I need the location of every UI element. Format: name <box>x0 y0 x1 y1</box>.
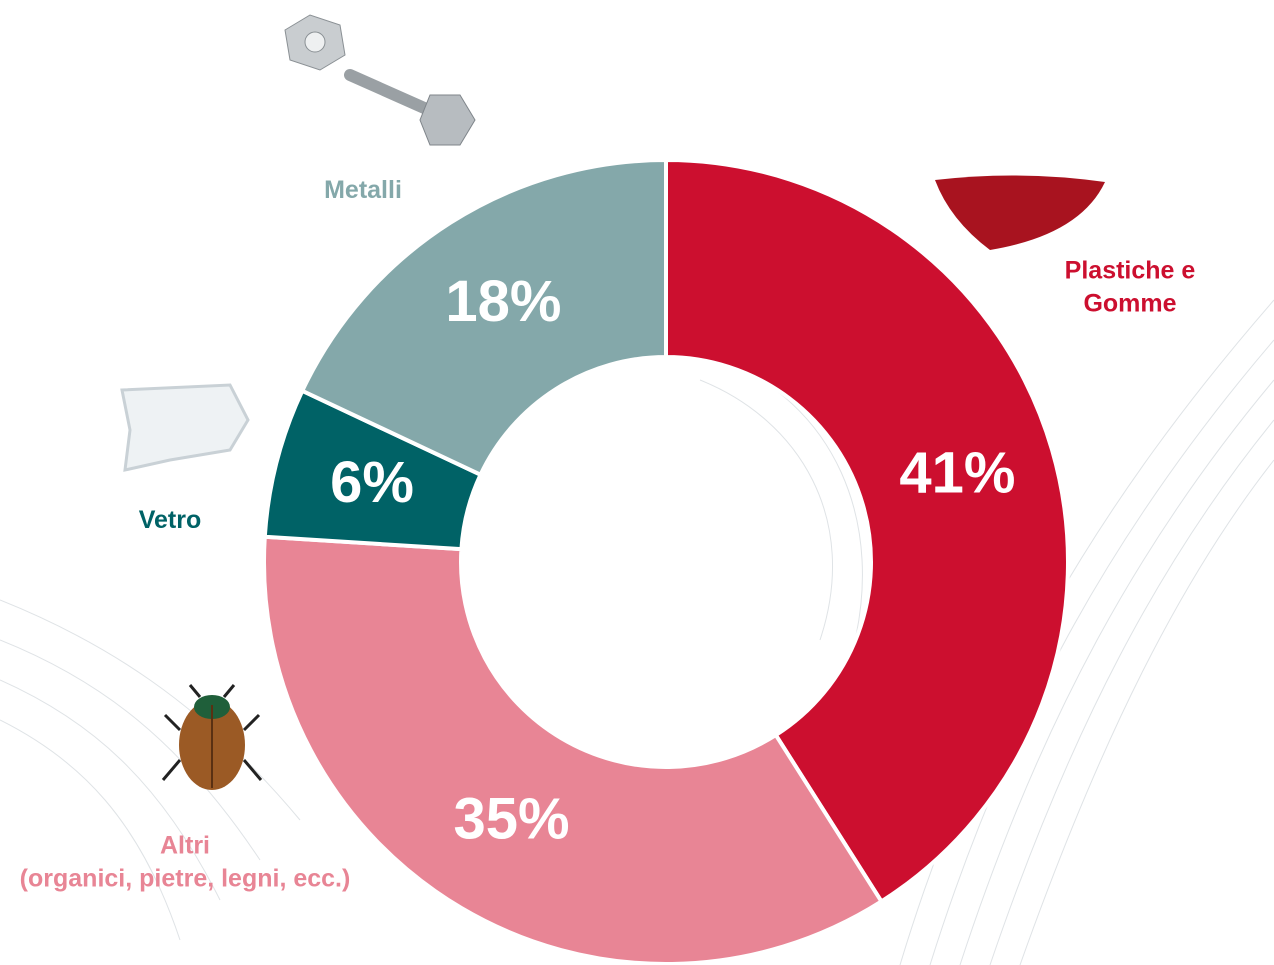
donut-slice <box>299 157 668 478</box>
value-label: 35% <box>453 787 569 852</box>
donut-slice <box>664 157 1070 905</box>
category-label: Metalli <box>324 175 402 204</box>
plastic-icon <box>935 175 1105 250</box>
beetle-icon <box>161 684 263 790</box>
value-label: 6% <box>330 450 414 515</box>
value-label: 41% <box>899 441 1015 506</box>
category-label: Vetro <box>138 505 202 534</box>
value-label: 18% <box>445 269 561 334</box>
metal-icon <box>284 14 476 146</box>
donut-slice <box>262 534 885 965</box>
category-label: Plastiche e Gomme <box>1064 256 1196 318</box>
category-label: Altri (organici, pietre, legni, ecc.) <box>19 831 351 893</box>
glass-icon <box>120 383 250 472</box>
